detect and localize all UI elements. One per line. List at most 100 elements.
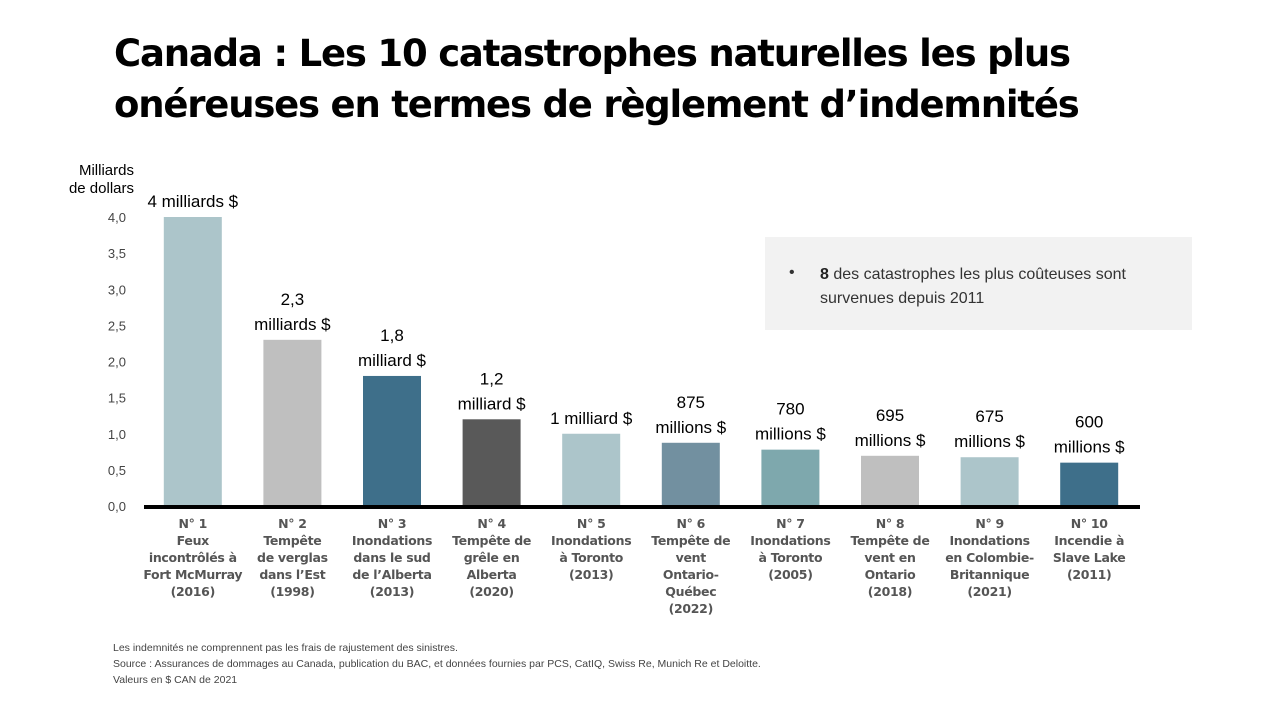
data-label: 695: [876, 406, 904, 425]
bullet-icon: •: [789, 264, 795, 281]
callout-body: des catastrophes les plus coûteuses sont…: [820, 266, 1126, 307]
category-labels: N° 1 Feux incontrôlés à Fort McMurray (2016)…: [143, 516, 1125, 616]
bars: [163, 217, 1119, 506]
data-label: 1 milliard $: [550, 409, 633, 428]
y-tick-label: 4,0: [108, 210, 126, 225]
category-label: Inondations: [750, 533, 830, 548]
data-label: milliards $: [254, 315, 331, 334]
slide-title: Canada : Les 10 catastrophes naturelles …: [114, 32, 1080, 126]
bar: [761, 449, 820, 506]
bar: [462, 419, 521, 506]
bar: [661, 442, 720, 506]
category-label: N° 7: [776, 516, 805, 531]
data-label: 1,2: [480, 369, 504, 388]
category-label: Ontario-: [663, 567, 719, 582]
data-label: millions $: [755, 425, 826, 444]
category-label: Tempête de: [651, 533, 730, 548]
data-label: 2,3: [281, 290, 305, 309]
bar: [960, 457, 1019, 506]
category-label: dans l’Est: [259, 567, 325, 582]
data-labels: 4 milliards $ 2,3 milliards $ 1,8 milliard $…: [147, 192, 1125, 457]
category-label: Tempête de: [452, 533, 531, 548]
category-label: Alberta: [467, 567, 517, 582]
y-axis-unit-line-2: de dollars: [68, 180, 134, 197]
category-label: Tempête de: [850, 533, 929, 548]
bar: [562, 433, 621, 506]
data-label: millions $: [655, 418, 726, 437]
category-label: Ontario: [865, 567, 917, 582]
y-axis-ticks: 0,0 0,5 1,0 1,5 2,0 2,5 3,0 3,5 4,0: [108, 210, 126, 514]
category-label: (2005): [768, 567, 812, 582]
category-label: Feux: [177, 533, 210, 548]
category-label: N° 2: [278, 516, 307, 531]
category-label: Incendie à: [1054, 533, 1124, 548]
y-tick-label: 3,5: [108, 246, 126, 261]
footnote-source: Source : Assurances de dommages au Canad…: [113, 658, 761, 670]
category-label: grêle en: [464, 550, 520, 565]
category-label: de verglas: [257, 550, 328, 565]
data-label: millions $: [855, 431, 926, 450]
category-label: à Toronto: [759, 550, 823, 565]
category-label: (2011): [1067, 567, 1111, 582]
footnotes: Les indemnités ne comprennent pas les fr…: [113, 640, 1013, 688]
y-tick-label: 2,0: [108, 355, 126, 370]
category-label: N° 9: [975, 516, 1004, 531]
y-axis-unit-line-1: Milliards: [78, 162, 134, 179]
data-label: 600: [1075, 413, 1103, 432]
bar: [363, 375, 421, 506]
category-label: N° 1: [179, 516, 208, 531]
bar: [1060, 462, 1119, 506]
category-label: N° 5: [577, 516, 606, 531]
footnote-indemnities: Les indemnités ne comprennent pas les fr…: [113, 642, 458, 654]
category-label: en Colombie-: [945, 550, 1034, 565]
y-tick-label: 1,0: [108, 427, 126, 442]
bar: [163, 217, 222, 506]
category-label: (1998): [270, 584, 314, 599]
category-label: Inondations: [949, 533, 1029, 548]
data-label: millions $: [954, 432, 1025, 451]
data-label: 780: [776, 400, 804, 419]
y-tick-label: 1,5: [108, 391, 126, 406]
category-label: Slave Lake: [1053, 550, 1126, 565]
y-tick-label: 3,0: [108, 282, 126, 297]
category-label: (2021): [967, 584, 1011, 599]
category-label: (2020): [469, 584, 513, 599]
category-label: Tempête: [263, 533, 321, 548]
y-axis-unit-label: Milliards de dollars: [40, 162, 134, 198]
category-label: Britannique: [950, 567, 1030, 582]
bar: [263, 339, 322, 506]
category-label: de l’Alberta: [352, 567, 431, 582]
callout-box: • 8 des catastrophes les plus coûteuses …: [765, 237, 1192, 330]
category-label: Inondations: [551, 533, 631, 548]
category-label: N° 10: [1071, 516, 1109, 531]
data-label: milliard $: [458, 394, 527, 413]
category-label: (2022): [669, 601, 713, 616]
category-label: (2013): [370, 584, 414, 599]
y-tick-label: 0,5: [108, 463, 126, 478]
category-label: Québec: [665, 584, 716, 599]
data-label: 1,8: [380, 326, 404, 345]
category-label: vent: [676, 550, 707, 565]
category-label: N° 3: [378, 516, 407, 531]
category-label: vent en: [864, 550, 915, 565]
category-label: incontrôlés à: [149, 550, 237, 565]
category-label: (2018): [868, 584, 912, 599]
callout-text: 8 des catastrophes les plus coûteuses so…: [820, 263, 1180, 311]
data-label: 675: [975, 407, 1003, 426]
category-label: N° 6: [677, 516, 706, 531]
category-label: dans le sud: [353, 550, 430, 565]
category-label: N° 4: [477, 516, 506, 531]
category-label: N° 8: [876, 516, 905, 531]
category-label: (2013): [569, 567, 613, 582]
category-label: (2016): [171, 584, 215, 599]
footnote-currency: Valeurs en $ CAN de 2021: [113, 674, 238, 686]
data-label: milliard $: [358, 351, 427, 370]
y-tick-label: 0,0: [108, 499, 126, 514]
y-tick-label: 2,5: [108, 318, 126, 333]
category-label: Fort McMurray: [143, 567, 242, 582]
category-label: à Toronto: [559, 550, 623, 565]
data-label: millions $: [1054, 438, 1125, 457]
category-label: Inondations: [352, 533, 432, 548]
data-label: 875: [677, 393, 705, 412]
